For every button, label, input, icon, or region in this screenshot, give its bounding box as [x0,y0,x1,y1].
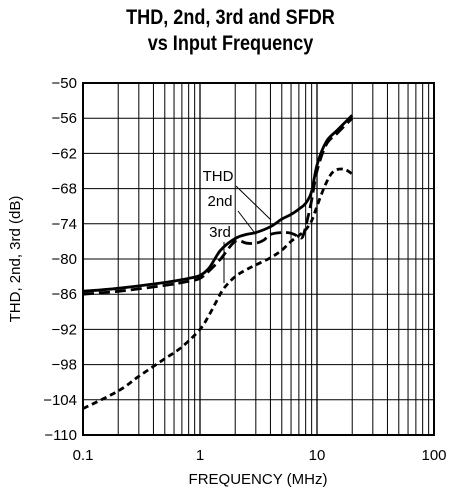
chart-title-line-1: THD, 2nd, 3rd and SFDR [126,6,335,29]
grid [83,82,434,436]
plot-frame [82,82,435,436]
y-tick-label: −50 [52,75,77,92]
series-group [82,114,354,410]
y-tick-label: −68 [52,181,77,198]
y-tick-label: −110 [44,427,77,444]
series-line-thd [82,114,354,293]
annotation-2nd: 2nd [207,193,232,210]
series-line-2nd [82,117,354,296]
x-tick-label: 1 [196,447,204,464]
x-tick-labels: 0.1 1 10 100 [73,447,447,464]
y-tick-label: −104 [43,392,77,409]
y-tick-label: −98 [52,357,77,374]
series-line-3rd [82,167,353,410]
y-tick-labels: −50 −56 −62 −68 −74 −80 −86 −92 −98 −104 −110 [43,75,77,444]
y-tick-label: −62 [52,145,77,162]
x-tick-label: 0.1 [73,447,94,464]
y-tick-label: −86 [52,286,77,303]
x-tick-label: 10 [309,447,326,464]
y-axis-label: THD, 2nd, 3rd (dB) [7,196,24,323]
y-tick-label: −56 [52,110,77,127]
annotation-leader-thd [235,185,272,221]
y-tick-label: −80 [52,251,77,268]
x-tick-label: 100 [421,447,446,464]
y-tick-label: −74 [52,216,77,233]
chart-title-line-2: vs Input Frequency [147,32,314,55]
annotation-thd: THD [203,168,234,185]
annotation-3rd: 3rd [209,224,231,241]
x-axis-label: FREQUENCY (MHz) [189,471,328,488]
y-tick-label: −92 [52,321,77,338]
annotation-leader-2nd [237,210,255,233]
annotation-group: THD 2nd 3rd [203,168,272,283]
